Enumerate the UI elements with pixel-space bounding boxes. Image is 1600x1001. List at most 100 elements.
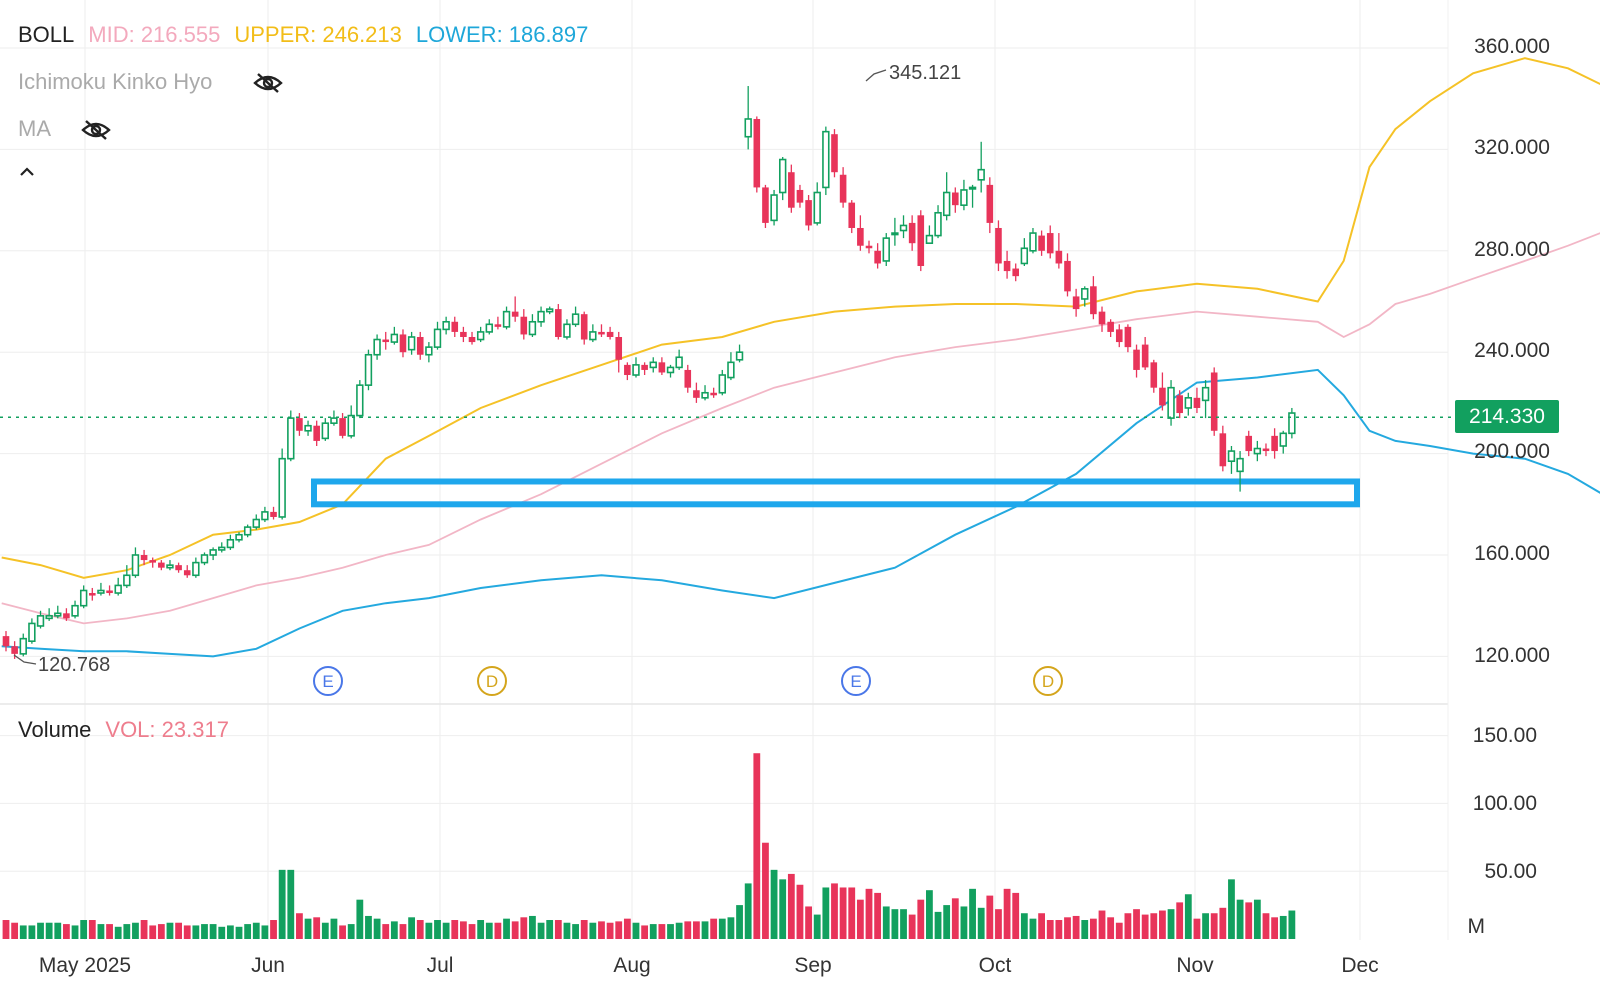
- candle-body: [131, 554, 140, 577]
- candle: [1253, 440, 1262, 462]
- volume-bar: [71, 925, 79, 939]
- earnings-event-marker[interactable]: E: [313, 666, 343, 696]
- volume-bar: [235, 926, 243, 939]
- volume-bar: [1150, 913, 1158, 939]
- candle-body: [511, 311, 519, 317]
- ichimoku-legend[interactable]: Ichimoku Kinko Hyo: [18, 69, 283, 95]
- volume-bar: [209, 924, 217, 939]
- candle: [1150, 359, 1158, 393]
- volume-bar: [382, 924, 390, 939]
- volume-bar: [425, 922, 433, 939]
- eye-hidden-icon[interactable]: [81, 119, 111, 141]
- price-tick: 280.000: [1474, 238, 1550, 261]
- volume-bars[interactable]: [2, 753, 1296, 939]
- candle-body: [693, 390, 700, 398]
- candle-body: [433, 328, 442, 348]
- candle-body: [831, 134, 838, 173]
- candle: [735, 344, 744, 363]
- candle-body: [580, 314, 588, 340]
- eye-hidden-icon[interactable]: [252, 72, 283, 94]
- candle-body: [89, 593, 96, 596]
- volume-bar: [356, 899, 364, 939]
- volume-bar: [1262, 913, 1270, 939]
- candle: [2, 631, 10, 652]
- candle-body: [1072, 296, 1080, 310]
- candle: [339, 413, 346, 439]
- candle: [934, 205, 942, 239]
- volume-bar: [477, 920, 485, 939]
- candle: [1262, 443, 1270, 457]
- candle-body: [158, 562, 165, 568]
- current-price-tag: 214.330: [1455, 400, 1559, 433]
- candle: [675, 349, 683, 370]
- candle: [63, 608, 70, 621]
- candle-body: [451, 321, 459, 332]
- volume-bar: [459, 921, 467, 939]
- candle-body: [1167, 386, 1175, 419]
- candle: [1201, 380, 1210, 419]
- volume-bar: [701, 921, 709, 939]
- volume-bar: [261, 925, 269, 939]
- volume-bar: [399, 924, 407, 939]
- candle: [235, 532, 243, 543]
- volume-bar: [554, 920, 562, 939]
- candle: [382, 331, 390, 350]
- candle: [1072, 288, 1080, 317]
- candle-body: [235, 533, 243, 541]
- volume-bar: [494, 922, 502, 939]
- earnings-event-marker[interactable]: E: [841, 666, 871, 696]
- price-candles[interactable]: [2, 86, 1296, 659]
- candle: [986, 177, 994, 234]
- candle-body: [1210, 372, 1218, 431]
- volume-bar: [183, 925, 191, 939]
- chevron-up-icon[interactable]: [16, 160, 38, 182]
- volume-bar: [201, 924, 208, 939]
- volume-bar: [572, 924, 579, 939]
- volume-bar: [684, 921, 692, 939]
- candle-body: [977, 168, 985, 181]
- volume-bar: [373, 918, 381, 939]
- candle: [813, 182, 821, 226]
- volume-bar: [805, 906, 812, 939]
- candle-body: [270, 511, 277, 517]
- ma-legend[interactable]: MA: [18, 116, 111, 142]
- candle-body: [313, 425, 320, 441]
- candle: [545, 306, 554, 315]
- candle: [158, 560, 165, 571]
- candle: [166, 560, 174, 571]
- candle: [874, 243, 881, 269]
- support-zone-rect: [311, 478, 1360, 508]
- volume-bar: [1288, 910, 1296, 939]
- volume-bar: [1020, 913, 1028, 939]
- candle-body: [606, 331, 614, 337]
- candle: [778, 157, 787, 201]
- candle-body: [11, 646, 18, 654]
- candle-body: [140, 555, 148, 561]
- candle: [1159, 372, 1166, 411]
- candle: [54, 605, 62, 619]
- dividend-event-marker[interactable]: D: [477, 666, 507, 696]
- candle-body: [701, 391, 709, 399]
- candle-body: [778, 158, 787, 194]
- dividend-event-marker[interactable]: D: [1033, 666, 1063, 696]
- boll-lower-line: [1, 368, 1600, 658]
- candle: [977, 141, 985, 193]
- candle: [710, 387, 717, 398]
- candle: [917, 210, 925, 272]
- candle-body: [460, 331, 467, 337]
- candle-body: [209, 549, 217, 556]
- bollinger-bands: [1, 57, 1600, 658]
- candle: [71, 600, 79, 619]
- candle-body: [718, 374, 726, 394]
- volume-bar: [822, 887, 830, 939]
- volume-bar: [106, 924, 113, 939]
- volume-bar: [641, 925, 649, 939]
- candle-body: [183, 570, 191, 576]
- volume-bar: [503, 918, 510, 939]
- volume-bar: [1012, 892, 1020, 939]
- candle: [1055, 233, 1063, 269]
- candle-body: [891, 232, 899, 236]
- candle: [1133, 344, 1140, 378]
- volume-bar: [19, 925, 27, 939]
